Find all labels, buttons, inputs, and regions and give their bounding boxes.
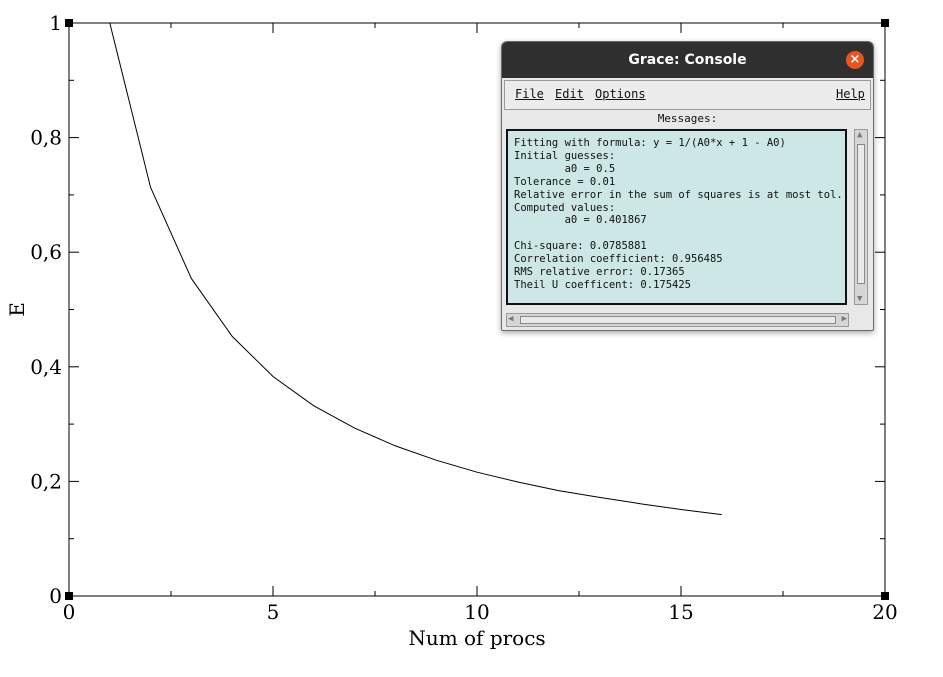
menu-options[interactable]: Options [595,87,646,101]
vertical-scroll-thumb[interactable] [857,144,865,284]
y-tick-label: 0,8 [30,126,62,150]
message-line: Chi-square: 0.0785881 [514,240,647,253]
message-line: Correlation coefficient: 0.956485 [514,253,723,266]
x-tick-label: 15 [668,600,693,624]
y-tick-label: 0,6 [30,240,62,264]
message-line: Fitting with formula: y = 1/(A0*x + 1 - … [514,137,786,149]
messages-label: Messages: [657,112,718,125]
message-line: a0 = 0.5 [514,162,616,175]
x-axis-label: Num of procs [408,626,545,650]
menu-edit[interactable]: Edit [555,87,584,101]
x-tick-label: 0 [63,600,76,624]
vertical-scrollbar[interactable]: ▲ ▼ [854,129,868,305]
message-line: Computed values: [514,201,616,214]
close-icon: × [849,52,861,67]
y-tick-label: 0 [49,584,62,608]
message-line: a0 = 0.401867 [514,214,647,227]
y-tick-label: 0,2 [30,469,62,493]
message-line: Tolerance = 0.01 [514,175,616,188]
menu-bar: File Edit Options Help [504,80,871,110]
menu-file[interactable]: File [515,87,544,101]
x-tick-label: 5 [267,600,280,624]
message-line: Initial guesses: [514,149,616,162]
series-line [109,22,722,516]
horizontal-scroll-thumb[interactable] [520,316,836,324]
menu-help[interactable]: Help [836,87,865,101]
x-tick-label: 20 [872,600,897,624]
y-tick-label: 1 [49,11,62,35]
messages-text-area[interactable]: Fitting with formula: y = 1/(A0*x + 1 - … [506,129,847,305]
y-tick-label: 0,4 [30,355,62,379]
message-line: RMS relative error: 0.17365 [514,266,685,279]
scroll-up-icon[interactable]: ▲ [857,130,863,140]
console-titlebar[interactable]: Grace: Console × [502,42,873,78]
message-line [514,227,839,240]
x-tick-label: 10 [464,600,489,624]
scroll-down-icon[interactable]: ▼ [857,294,863,304]
console-window[interactable]: Grace: Console × File Edit Options Help … [501,41,874,331]
horizontal-scrollbar[interactable]: ◀ ▶ [506,313,849,327]
window-title: Grace: Console [628,52,747,68]
message-line: Relative error in the sum of squares is … [514,188,843,201]
scroll-left-icon[interactable]: ◀ [508,314,514,324]
scroll-right-icon[interactable]: ▶ [841,314,847,324]
y-axis-label: E [5,302,29,317]
message-line: Theil U coefficent: 0.175425 [514,278,692,291]
close-button[interactable]: × [846,51,864,69]
